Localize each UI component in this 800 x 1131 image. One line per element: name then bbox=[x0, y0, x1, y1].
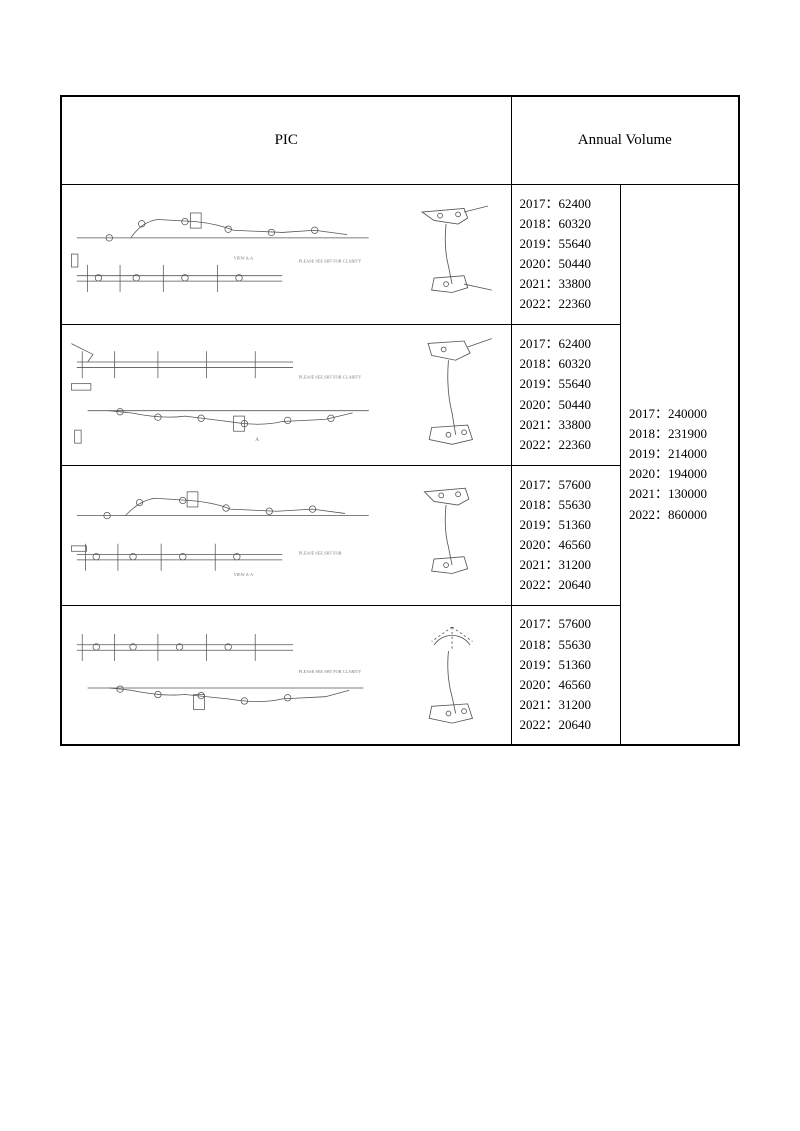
pic-cell-1: VIEW A-A PLEASE SEE SHT FOR CLARITY bbox=[61, 184, 511, 324]
svg-text:PLEASE SEE SHT FOR CLARITY: PLEASE SEE SHT FOR CLARITY bbox=[298, 259, 361, 264]
pipe-assembly-drawing-icon: VIEW A-A PLEASE SEE SHT FOR CLARITY bbox=[66, 200, 390, 308]
svg-text:PLEASE SEE SHT FOR CLARITY: PLEASE SEE SHT FOR CLARITY bbox=[298, 374, 361, 379]
volume-table: PIC Annual Volume VIEW A-A bbox=[60, 95, 740, 746]
svg-text:PLEASE SEE SHT FOR: PLEASE SEE SHT FOR bbox=[298, 551, 341, 556]
technical-diagram-2: PLEASE SEE SHT FOR CLARITY A bbox=[66, 329, 507, 461]
volume-column-header: Annual Volume bbox=[511, 96, 739, 184]
bracket-detail-icon bbox=[398, 194, 506, 314]
pic-cell-4: PLEASE SEE SHT FOR CLARITY bbox=[61, 605, 511, 745]
pipe-assembly-drawing-icon: VIEW A-A PLEASE SEE SHT FOR bbox=[66, 481, 390, 589]
pipe-assembly-drawing-icon: PLEASE SEE SHT FOR CLARITY A bbox=[66, 335, 390, 454]
volume-cell-2: 2017：62400 2018：60320 2019：55640 2020：50… bbox=[511, 324, 620, 465]
bracket-detail-icon bbox=[398, 475, 506, 595]
technical-diagram-1: VIEW A-A PLEASE SEE SHT FOR CLARITY bbox=[66, 189, 507, 320]
svg-text:A: A bbox=[255, 437, 259, 443]
table-row: VIEW A-A PLEASE SEE SHT FOR CLARITY bbox=[61, 184, 739, 324]
bracket-detail-icon bbox=[398, 615, 506, 735]
bracket-detail-icon bbox=[398, 329, 506, 461]
volume-cell-3: 2017：57600 2018：55630 2019：51360 2020：46… bbox=[511, 465, 620, 605]
svg-text:VIEW A-A: VIEW A-A bbox=[234, 255, 255, 260]
technical-diagram-3: VIEW A-A PLEASE SEE SHT FOR bbox=[66, 470, 507, 601]
pic-column-header: PIC bbox=[61, 96, 511, 184]
volume-cell-4: 2017：57600 2018：55630 2019：51360 2020：46… bbox=[511, 605, 620, 745]
summary-cell: 2017：240000 2018：231900 2019：214000 2020… bbox=[620, 184, 739, 745]
svg-text:PLEASE SEE SHT FOR CLARITY: PLEASE SEE SHT FOR CLARITY bbox=[298, 669, 361, 674]
header-row: PIC Annual Volume bbox=[61, 96, 739, 184]
pic-cell-2: PLEASE SEE SHT FOR CLARITY A bbox=[61, 324, 511, 465]
pipe-assembly-drawing-icon: PLEASE SEE SHT FOR CLARITY bbox=[66, 621, 390, 729]
svg-text:VIEW A-A: VIEW A-A bbox=[234, 572, 255, 577]
volume-cell-1: 2017：62400 2018：60320 2019：55640 2020：50… bbox=[511, 184, 620, 324]
pic-cell-3: VIEW A-A PLEASE SEE SHT FOR bbox=[61, 465, 511, 605]
technical-diagram-4: PLEASE SEE SHT FOR CLARITY bbox=[66, 610, 507, 741]
